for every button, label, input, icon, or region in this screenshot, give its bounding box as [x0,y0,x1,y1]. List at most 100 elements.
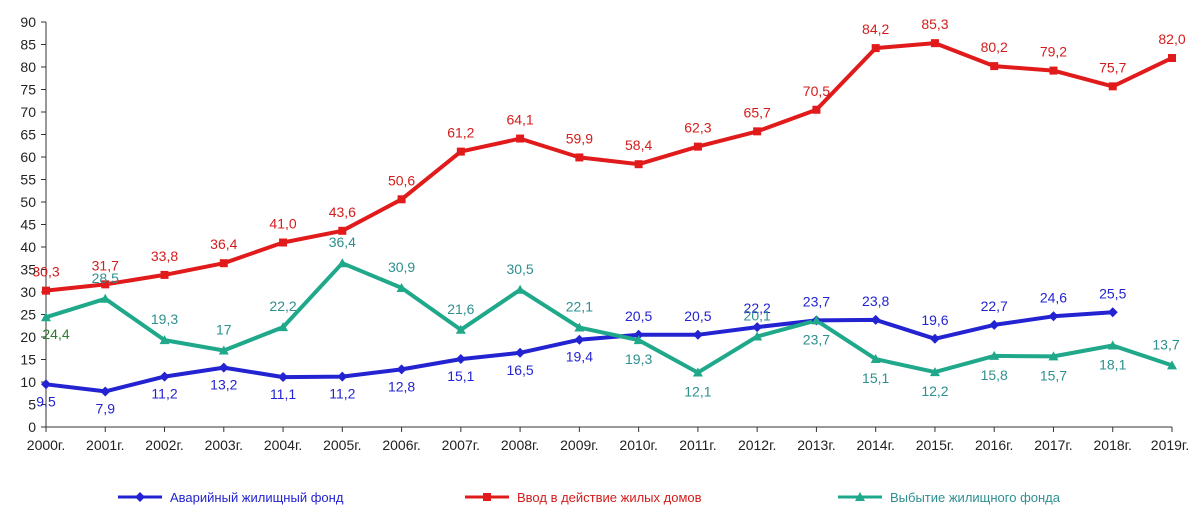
data-point-square [456,147,465,156]
data-point-triangle [633,335,644,345]
legend-entry: Выбытие жилищного фонда [838,490,1061,505]
legend-swatch-marker [135,492,145,502]
data-label: 15,1 [447,368,474,384]
data-point-triangle [1167,360,1177,370]
data-label: 36,4 [210,236,237,252]
x-tick-label: 2016г. [975,437,1013,453]
series-line [45,261,1173,375]
y-tick-label: 15 [20,352,36,368]
data-point-triangle [1107,340,1118,350]
data-point-diamond [278,372,289,383]
data-label: 59,9 [566,130,593,146]
data-label: 11,2 [329,386,355,402]
data-label: 19,4 [566,349,593,365]
data-label: 15,1 [862,370,889,386]
data-label: 30,5 [506,261,533,277]
data-label: 62,3 [684,120,711,136]
x-tick-label: 2008г. [501,437,539,453]
data-label: 19,3 [625,351,652,367]
data-label: 22,2 [744,300,771,316]
series-lines [45,41,1173,394]
x-tick-label: 2010г. [619,437,657,453]
x-tick-label: 2007г. [442,437,480,453]
data-point-triangle [278,322,289,332]
series-markers [41,39,1177,397]
x-tick-label: 2015г. [916,437,954,453]
x-tick-label: 2014г. [856,437,894,453]
data-point-square [1108,82,1117,91]
y-tick-label: 75 [20,82,36,98]
data-label: 15,7 [1040,367,1067,383]
data-point-triangle [515,284,526,294]
y-tick-label: 25 [20,307,36,323]
data-label: 23,7 [803,293,830,309]
data-point-diamond [396,364,407,375]
data-point-square [812,105,821,114]
data-point-triangle [159,335,170,345]
data-label: 79,2 [1040,44,1067,60]
data-label: 13,2 [210,377,237,393]
data-label: 64,1 [506,112,533,128]
data-point-diamond [752,322,763,333]
data-point-square [1168,54,1176,62]
data-point-square [930,39,939,48]
y-tick-label: 45 [20,217,36,233]
data-labels: 9,5 7,9 11,2 13,2 11,1 11,2 12,8 15,1 16,5 19,4 20… [32,16,1185,416]
data-label: 21,6 [447,301,474,317]
data-point-diamond [692,329,703,340]
x-tick-label: 2013г. [797,437,835,453]
data-point-diamond [1107,307,1118,318]
x-tick-label: 2012г. [738,437,776,453]
data-point-diamond [929,333,940,344]
x-tick-label: 2017г. [1034,437,1072,453]
data-label: 23,7 [803,331,830,347]
y-tick-label: 70 [20,104,36,120]
data-label: 61,2 [447,125,474,141]
x-tick-label: 2005г. [323,437,361,453]
data-label: 70,5 [803,83,830,99]
series-line [45,41,1173,293]
data-point-diamond [337,371,348,382]
data-point-triangle [574,322,585,332]
data-point-diamond [159,371,170,382]
data-point-triangle [1048,351,1059,361]
data-label: 82,0 [1158,31,1185,47]
y-tick-label: 0 [28,419,36,435]
data-point-square [160,270,169,279]
legend-swatch-marker [855,492,865,501]
data-label: 84,2 [862,21,889,37]
data-point-square [101,280,110,289]
y-tick-label: 80 [20,59,36,75]
data-label: 28,5 [92,270,119,286]
x-tick-label: 2018г. [1094,437,1132,453]
data-point-square [42,286,50,295]
data-label: 22,2 [269,298,296,314]
data-point-triangle [100,293,111,303]
data-point-triangle [455,324,466,334]
data-label: 31,7 [92,257,119,273]
data-label: 20,5 [625,308,652,324]
data-label: 7,9 [96,400,116,416]
y-tick-label: 30 [20,284,36,300]
x-tick-label: 2009г. [560,437,598,453]
data-point-square [279,238,288,247]
data-point-triangle [929,367,940,377]
data-point-diamond [515,347,526,358]
data-label: 9,5 [36,393,56,409]
data-label: 11,1 [270,386,296,402]
data-label: 22,1 [566,299,593,315]
y-tick-label: 40 [20,239,36,255]
data-label: 85,3 [921,16,948,32]
chart-legend: Аварийный жилищный фонд Ввод в действие ж… [118,490,1061,505]
data-point-triangle [337,258,348,268]
y-tick-label: 85 [20,37,36,53]
y-tick-label: 65 [20,127,36,143]
data-point-triangle [41,312,51,322]
data-label: 12,1 [684,384,711,400]
data-label: 80,2 [981,39,1008,55]
data-point-diamond [989,319,1000,330]
data-label: 20,5 [684,308,711,324]
x-tick-label: 2006г. [382,437,420,453]
data-label: 13,7 [1152,336,1179,352]
